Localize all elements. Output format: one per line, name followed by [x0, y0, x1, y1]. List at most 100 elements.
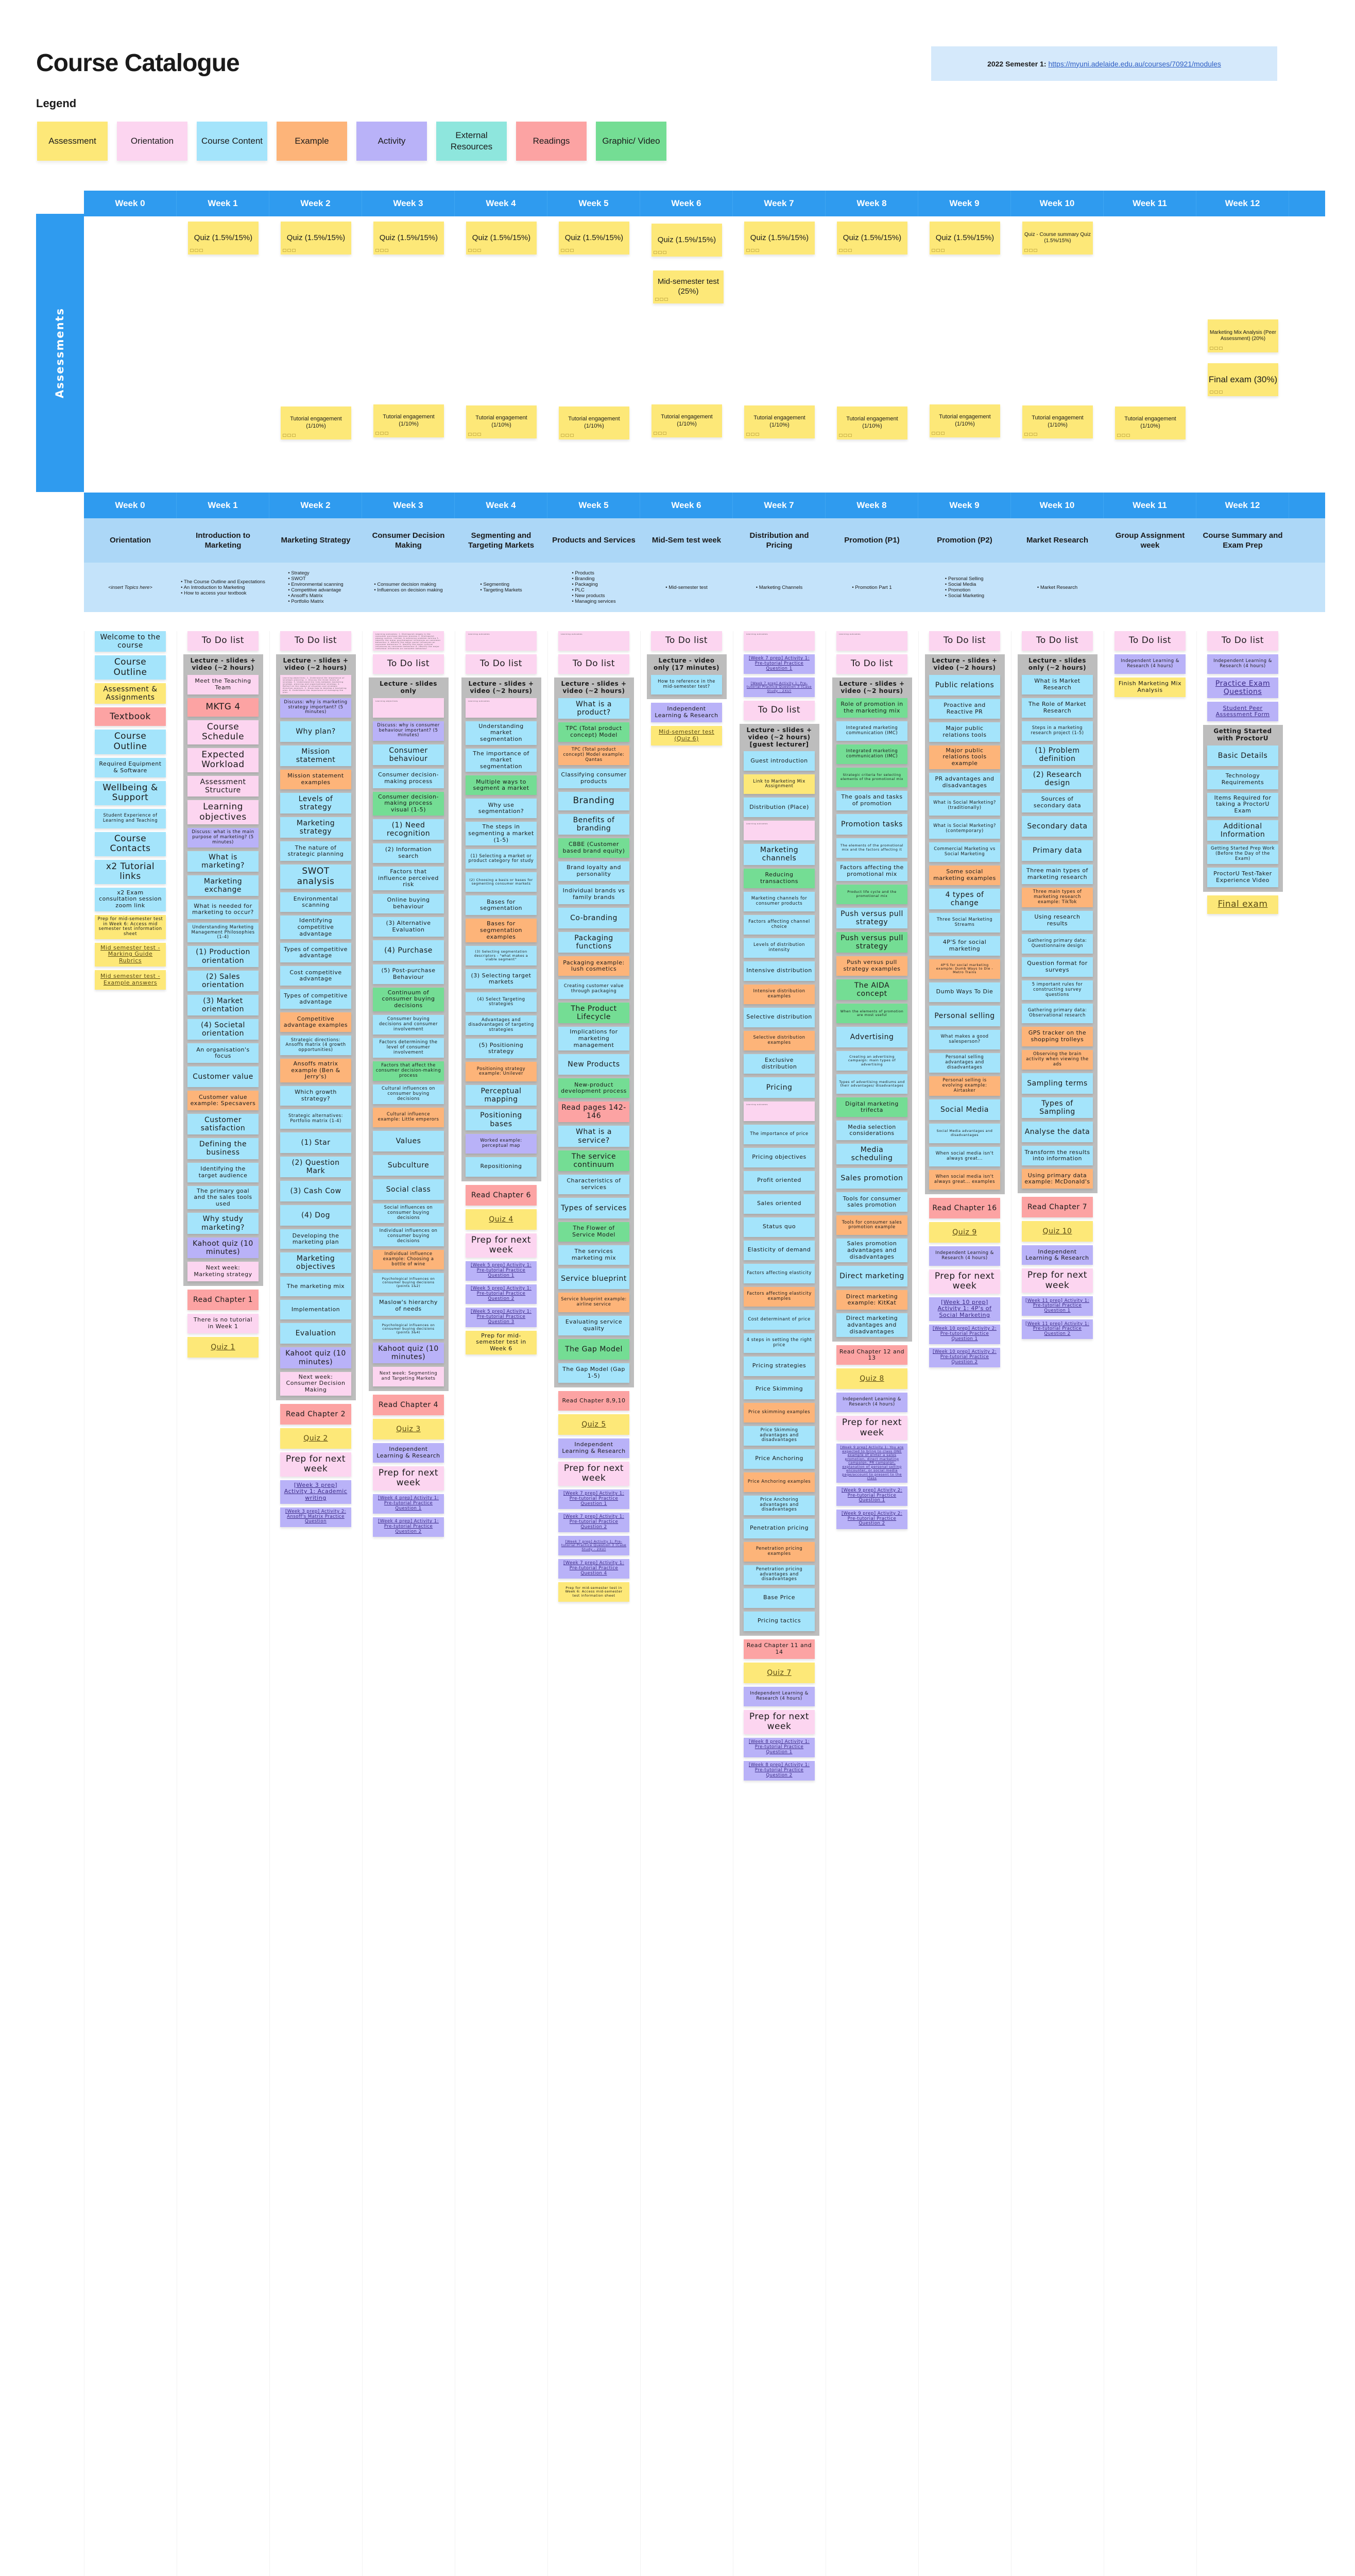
card-week-3-prep-activity-2-ansoff-s-matrix-p[interactable]: [Week 3 prep] Activity 2: Ansoff's Matri… — [280, 1507, 351, 1527]
card-link[interactable]: [Week 10 prep] Activity 2: Pre-tutorial … — [933, 1326, 997, 1342]
card-week-10-prep-activity-2-pre-tutorial-pra[interactable]: [Week 10 prep] Activity 2: Pre-tutorial … — [929, 1347, 1000, 1367]
card-read-chapter-2: Read Chapter 2 — [280, 1403, 351, 1425]
card-week-5-prep-activity-1-pre-tutorial-prac[interactable]: [Week 5 prep] Activity 1: Pre-tutorial P… — [466, 1261, 537, 1281]
card-link[interactable]: Quiz 4 — [489, 1215, 513, 1224]
card-link[interactable]: [Week 9 prep] Activity 1: You are expect… — [840, 1445, 904, 1481]
card-link[interactable]: [Week 11 prep] Activity 1: Pre-tutorial … — [1025, 1298, 1089, 1314]
card-week-4-prep-activity-1-pre-tutorial-prac[interactable]: [Week 4 prep] Activity 1: Pre-tutorial P… — [373, 1494, 444, 1514]
card-to-do-list[interactable]: To Do list — [187, 631, 259, 651]
card-link[interactable]: Quiz 8 — [860, 1375, 884, 1383]
card-link[interactable]: [Week 5 prep] Activity 1: Pre-tutorial P… — [470, 1263, 532, 1278]
card-to-do-list[interactable]: To Do list — [1022, 631, 1093, 651]
card-week-10-prep-activity-1-4p-s-of-social-m[interactable]: [Week 10 prep] Activity 1: 4P's of Socia… — [929, 1297, 1000, 1321]
card-link[interactable]: [Week 5 prep] Activity 1: Pre-tutorial P… — [470, 1309, 532, 1325]
card-link[interactable]: Quiz 10 — [1042, 1227, 1072, 1236]
card-link[interactable]: [Week 9 prep] Activity 2: Pre-tutorial P… — [841, 1511, 903, 1527]
card-week-11-prep-activity-1-pre-tutorial-pra[interactable]: [Week 11 prep] Activity 1: Pre-tutorial … — [1022, 1296, 1093, 1316]
card-link[interactable]: Mid semester test - Example answers — [100, 973, 160, 986]
card-link[interactable]: [Week 8 prep] Activity 1: Pre-tutorial P… — [748, 1762, 810, 1778]
card-link[interactable]: [Week 9 prep] Activity 2: Pre-tutorial P… — [841, 1487, 903, 1503]
card-quiz-7[interactable]: Quiz 7 — [744, 1662, 815, 1683]
card-week-5-prep-activity-1-pre-tutorial-prac[interactable]: [Week 5 prep] Activity 1: Pre-tutorial P… — [466, 1307, 537, 1327]
learning-outcome-tags — [746, 433, 759, 436]
card-week-10-prep-activity-2-pre-tutorial-pra[interactable]: [Week 10 prep] Activity 2: Pre-tutorial … — [929, 1324, 1000, 1344]
card-link[interactable]: Quiz 1 — [211, 1343, 235, 1351]
card-link[interactable]: Quiz 7 — [767, 1668, 792, 1677]
card-week-7-prep-activity-1-pre-tutorial-prac[interactable]: [Week 7 prep] Activity 1: Pre-tutorial P… — [558, 1512, 629, 1532]
card-proactive-and-reactive-pr: Proactive and Reactive PR — [929, 699, 1000, 719]
card-quiz-8[interactable]: Quiz 8 — [836, 1368, 907, 1389]
card-link[interactable]: [Week 7 prep] Activity 1: Pre-tutorial P… — [748, 656, 810, 671]
card-link[interactable]: [Week 10 prep] Activity 2: Pre-tutorial … — [933, 1349, 997, 1365]
card-to-do-list[interactable]: To Do list — [1207, 631, 1278, 651]
card-quiz-9[interactable]: Quiz 9 — [929, 1222, 1000, 1243]
card-week-4-prep-activity-1-pre-tutorial-prac[interactable]: [Week 4 prep] Activity 1: Pre-tutorial P… — [373, 1517, 444, 1537]
card-quiz-10[interactable]: Quiz 10 — [1022, 1221, 1093, 1242]
card-link[interactable]: Quiz 9 — [952, 1228, 977, 1236]
card-week-8-prep-activity-1-pre-tutorial-prac[interactable]: [Week 8 prep] Activity 1: Pre-tutorial P… — [744, 1737, 815, 1757]
card-to-do-list[interactable]: To Do list — [466, 654, 537, 674]
semester-link[interactable]: https://myuni.adelaide.edu.au/courses/70… — [1048, 59, 1221, 68]
card-link[interactable]: Mid-semester test (Quiz 6) — [659, 728, 714, 742]
card-link[interactable]: [Week 5 prep] Activity 1: Pre-tutorial P… — [470, 1286, 532, 1301]
card-to-do-list[interactable]: To Do list — [651, 631, 722, 651]
card-to-do-list[interactable]: To Do list — [929, 631, 1000, 651]
card-link[interactable]: Quiz 3 — [396, 1425, 421, 1433]
card-label: What is needed for marketing to occur? — [192, 902, 254, 916]
card-link[interactable]: [Week 7 prep] Activity 1: Pre-tutorial P… — [563, 1491, 625, 1506]
card-link[interactable]: [Week 7 prep] Activity 1: Pre-tutorial P… — [561, 1539, 627, 1551]
card-week-7-prep-activity-1-pre-tutorial-prac[interactable]: [Week 7 prep] Activity 1: Pre-tutorial P… — [558, 1535, 629, 1555]
card-label: Factors affecting the promotional mix — [840, 863, 904, 877]
card-to-do-list[interactable]: To Do list — [836, 654, 907, 674]
card-quiz-4[interactable]: Quiz 4 — [466, 1209, 537, 1230]
card-link[interactable]: Final exam — [1217, 899, 1268, 910]
card-link[interactable]: Mid semester test - Marking Guide Rubric… — [100, 944, 160, 964]
card-label: Prep for mid-semester test in Week 6 — [476, 1332, 526, 1352]
card-link[interactable]: [Week 7 prep] Activity 1: Pre-tutorial P… — [563, 1514, 625, 1530]
card-quiz-2[interactable]: Quiz 2 — [280, 1428, 351, 1449]
card-week-7-prep-activity-1-pre-tutorial-prac[interactable]: [Week 7 prep] Activity 1: Pre-tutorial P… — [744, 677, 815, 697]
card-developing-the-marketing-plan: Developing the marketing plan — [280, 1229, 351, 1249]
card-quiz-3[interactable]: Quiz 3 — [373, 1418, 444, 1439]
card-week-5-prep-activity-1-pre-tutorial-prac[interactable]: [Week 5 prep] Activity 1: Pre-tutorial P… — [466, 1284, 537, 1304]
card-week-11-prep-activity-1-pre-tutorial-pra[interactable]: [Week 11 prep] Activity 1: Pre-tutorial … — [1022, 1319, 1093, 1340]
lecture-group-heading: Lecture - slides + video (~2 hours) [gue… — [746, 726, 812, 748]
card-link[interactable]: [Week 10 prep] Activity 1: 4P's of Socia… — [937, 1298, 992, 1319]
card-week-9-prep-activity-1-you-are-expected-[interactable]: [Week 9 prep] Activity 1: You are expect… — [836, 1444, 907, 1483]
card-practice-exam-questions[interactable]: Practice Exam Questions — [1207, 677, 1278, 699]
card-link[interactable]: [Week 3 prep] Activity 1: Academic writi… — [284, 1481, 348, 1501]
card-quiz-1[interactable]: Quiz 1 — [187, 1336, 259, 1358]
card-week-9-prep-activity-2-pre-tutorial-prac[interactable]: [Week 9 prep] Activity 2: Pre-tutorial P… — [836, 1486, 907, 1506]
card-quiz-5[interactable]: Quiz 5 — [558, 1414, 629, 1435]
card-link[interactable]: [Week 7 prep] Activity 1: Pre-tutorial P… — [563, 1561, 625, 1576]
card-final-exam[interactable]: Final exam — [1207, 895, 1278, 914]
lecture-group-heading: Lecture - slides + video (~2 hours) — [839, 680, 905, 694]
card-week-3-prep-activity-1-academic-writing[interactable]: [Week 3 prep] Activity 1: Academic writi… — [280, 1480, 351, 1504]
card-week-8-prep-activity-1-pre-tutorial-prac[interactable]: [Week 8 prep] Activity 1: Pre-tutorial P… — [744, 1760, 815, 1781]
card-link[interactable]: [Week 8 prep] Activity 1: Pre-tutorial P… — [748, 1739, 810, 1755]
card-link[interactable]: Quiz 2 — [303, 1434, 328, 1443]
card-to-do-list[interactable]: To Do list — [744, 701, 815, 720]
card-link[interactable]: [Week 11 prep] Activity 1: Pre-tutorial … — [1025, 1321, 1089, 1337]
card-week-7-prep-activity-1-pre-tutorial-prac[interactable]: [Week 7 prep] Activity 1: Pre-tutorial P… — [744, 654, 815, 674]
card-week-7-prep-activity-1-pre-tutorial-prac[interactable]: [Week 7 prep] Activity 1: Pre-tutorial P… — [558, 1489, 629, 1509]
card-student-peer-assessment-form[interactable]: Student Peer Assessment Form — [1207, 702, 1278, 722]
card-to-do-list[interactable]: To Do list — [558, 654, 629, 674]
card-link[interactable]: [Week 7 prep] Activity 1: Pre-tutorial P… — [746, 681, 812, 693]
card-link[interactable]: [Week 3 prep] Activity 2: Ansoff's Matri… — [285, 1509, 347, 1524]
card-link[interactable]: [Week 4 prep] Activity 1: Pre-tutorial P… — [378, 1519, 439, 1534]
card-to-do-list[interactable]: To Do list — [1114, 631, 1186, 651]
card-week-9-prep-activity-2-pre-tutorial-prac[interactable]: [Week 9 prep] Activity 2: Pre-tutorial P… — [836, 1509, 907, 1529]
card-link[interactable]: Practice Exam Questions — [1215, 680, 1271, 697]
card-types-of-services: Types of services — [558, 1197, 629, 1218]
card-mid-semester-test-marking-guide-rubrics[interactable]: Mid semester test - Marking Guide Rubric… — [95, 942, 166, 967]
card-to-do-list[interactable]: To Do list — [280, 631, 351, 651]
tutorial-engagement-week-5: Tutorial engagement (1/10%) — [559, 406, 629, 439]
card-link[interactable]: Quiz 5 — [581, 1420, 606, 1429]
card-mid-semester-test-example-answers[interactable]: Mid semester test - Example answers — [95, 970, 166, 990]
card-link[interactable]: [Week 4 prep] Activity 1: Pre-tutorial P… — [378, 1496, 439, 1511]
card-mid-semester-test-quiz-6[interactable]: Mid-semester test (Quiz 6) — [651, 725, 722, 745]
card-week-7-prep-activity-1-pre-tutorial-prac[interactable]: [Week 7 prep] Activity 1: Pre-tutorial P… — [558, 1558, 629, 1579]
card-to-do-list[interactable]: To Do list — [373, 654, 444, 674]
card-link[interactable]: Student Peer Assessment Form — [1215, 704, 1270, 718]
